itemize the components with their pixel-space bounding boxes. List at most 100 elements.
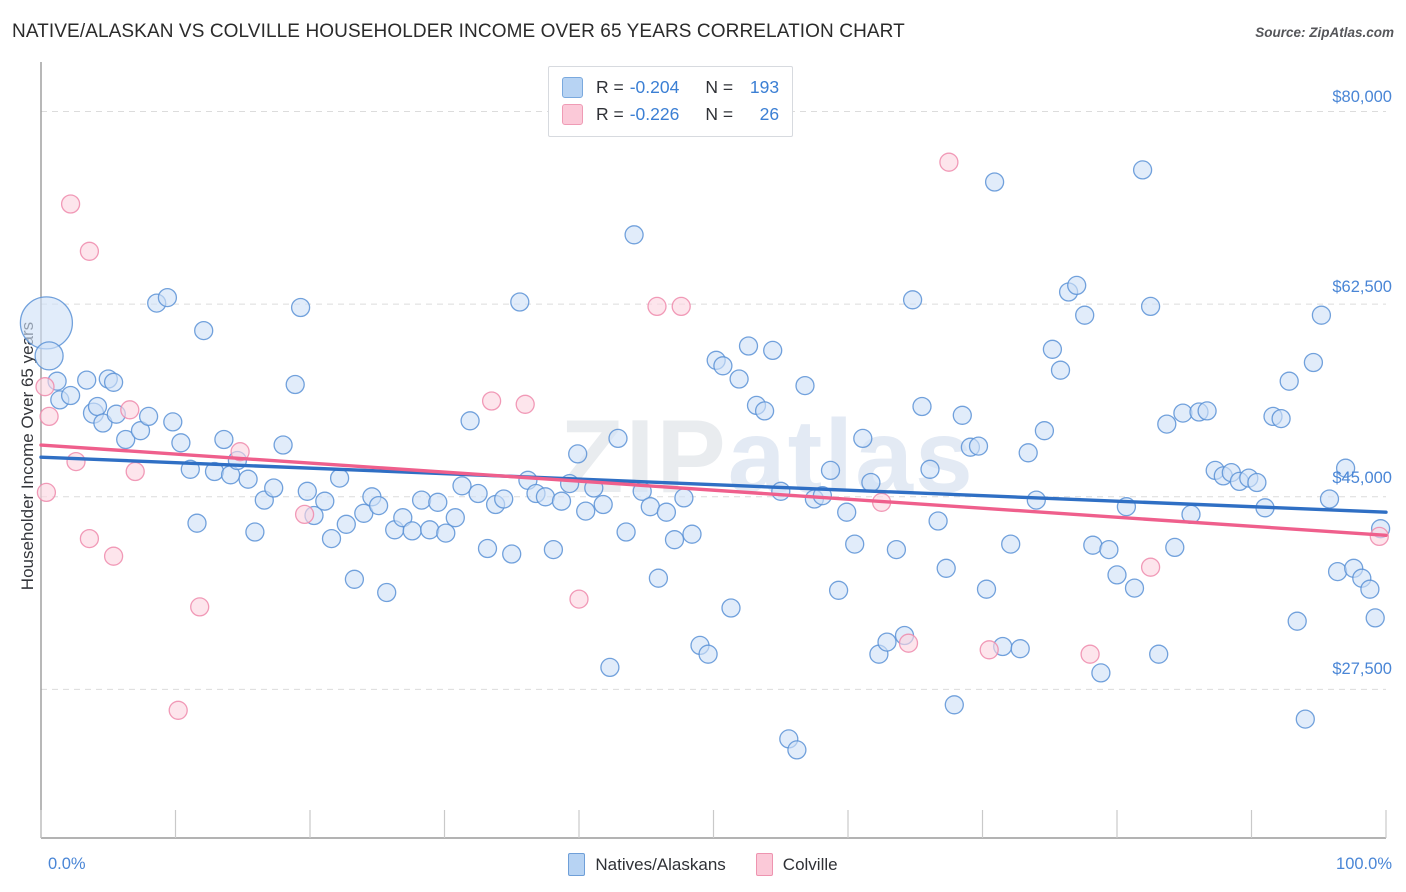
data-point: [984, 172, 1005, 192]
data-point: [898, 633, 919, 653]
chart-title: NATIVE/ALASKAN VS COLVILLE HOUSEHOLDER I…: [12, 21, 905, 42]
correlation-legend: R = -0.204 N = 193 R = -0.226 N = 26: [548, 66, 794, 137]
data-point: [19, 296, 74, 350]
data-point: [1034, 421, 1055, 441]
data-point: [171, 433, 191, 453]
data-point: [939, 152, 959, 172]
x-axis-max-label: 100.0%: [1336, 855, 1392, 873]
data-point: [1050, 360, 1071, 380]
data-point: [428, 492, 448, 512]
data-point: [1197, 401, 1217, 421]
data-point: [1091, 663, 1111, 683]
data-point: [321, 528, 342, 549]
data-point: [1327, 561, 1348, 582]
data-point: [968, 436, 989, 456]
data-point: [787, 740, 807, 760]
data-point: [420, 520, 440, 540]
x-axis-min-label: 0.0%: [48, 855, 86, 873]
data-point: [245, 522, 265, 542]
data-point: [593, 494, 613, 515]
data-point: [1335, 458, 1356, 478]
series-swatch-pink-icon: [755, 853, 773, 876]
n-value-pink: 26: [759, 104, 780, 124]
data-point: [1311, 305, 1332, 325]
data-point: [34, 341, 64, 371]
data-point: [713, 356, 733, 376]
data-point: [771, 481, 791, 501]
data-point: [738, 336, 759, 356]
data-point: [861, 472, 881, 493]
data-point: [543, 539, 564, 560]
legend-swatch-pink-icon: [562, 104, 583, 125]
data-point: [163, 412, 183, 432]
data-point: [273, 435, 293, 455]
data-point: [36, 482, 57, 503]
data-point: [1165, 537, 1185, 558]
data-point: [125, 461, 145, 482]
trendline-natives-alaskans: [39, 455, 1388, 514]
data-point: [648, 568, 669, 588]
data-point: [120, 400, 140, 420]
data-point: [515, 394, 535, 414]
data-point: [297, 481, 317, 501]
data-point: [928, 511, 948, 531]
data-point: [481, 391, 502, 411]
series-points-colville: [35, 152, 1389, 720]
data-point: [674, 488, 694, 508]
series-legend-item-colville[interactable]: Colville: [755, 853, 838, 876]
data-point: [936, 558, 956, 578]
series-swatch-blue-icon: [568, 853, 586, 876]
data-point: [214, 429, 234, 450]
data-point: [35, 377, 55, 397]
data-point: [568, 444, 588, 464]
data-point: [393, 508, 413, 528]
data-point: [452, 476, 472, 496]
data-point: [1140, 296, 1161, 317]
correlation-row-colville: R = -0.226 N = 26: [562, 101, 779, 128]
data-point: [315, 491, 335, 511]
data-point: [912, 396, 932, 417]
data-point: [1018, 443, 1038, 463]
data-point: [828, 580, 849, 600]
data-point: [647, 296, 667, 317]
data-point: [230, 442, 250, 462]
series-legend-item-natives[interactable]: Natives/Alaskans: [568, 853, 726, 876]
data-point: [754, 401, 775, 421]
data-point: [411, 490, 432, 510]
r-label-blue: R =: [596, 77, 624, 97]
data-point: [1132, 160, 1153, 180]
data-point: [920, 459, 940, 479]
data-point: [1107, 565, 1127, 585]
data-point: [1080, 644, 1100, 664]
data-point: [187, 513, 207, 533]
data-point: [60, 194, 81, 214]
n-value-blue: 193: [749, 77, 780, 97]
y-tick-label-45000: $45,000: [1332, 469, 1392, 487]
data-point: [168, 700, 188, 720]
data-point: [402, 521, 422, 541]
data-point: [494, 489, 514, 509]
data-point: [190, 597, 210, 617]
data-point: [624, 225, 644, 245]
data-point: [344, 569, 365, 589]
data-point: [336, 514, 356, 534]
data-point: [445, 508, 465, 528]
data-point: [1303, 352, 1324, 373]
data-point: [66, 451, 86, 472]
data-point: [294, 504, 315, 525]
data-point: [616, 522, 636, 542]
data-point: [285, 374, 305, 395]
n-label-blue: N =: [705, 77, 734, 97]
correlation-row-natives: R = -0.204 N = 193: [562, 74, 779, 101]
series-points-natives-alaskans: [19, 160, 1391, 760]
data-point: [290, 297, 311, 318]
data-point: [39, 406, 59, 427]
data-point: [157, 287, 178, 308]
r-label-pink: R =: [596, 104, 624, 124]
y-tick-label-27500: $27,500: [1332, 660, 1392, 678]
data-point: [979, 640, 999, 660]
data-point: [60, 385, 81, 406]
data-point: [902, 290, 923, 310]
data-point: [569, 589, 589, 609]
data-point: [1173, 403, 1193, 423]
